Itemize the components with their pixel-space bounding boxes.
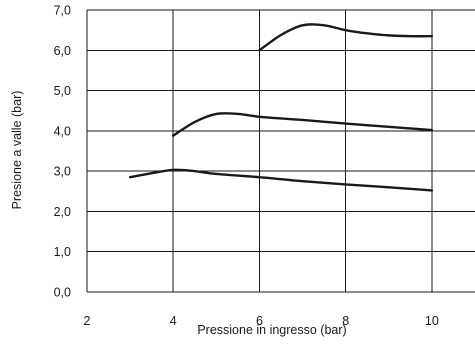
series-lines xyxy=(128,23,434,192)
x-axis-label: Pressione in ingresso (bar) xyxy=(197,323,346,337)
x-tick-label: 4 xyxy=(170,314,177,328)
y-tick-label: 2,0 xyxy=(54,205,71,219)
y-tick-label: 7,0 xyxy=(54,4,71,18)
series-line-3 xyxy=(258,23,434,52)
series-line-1 xyxy=(128,168,434,192)
x-tick-label: 8 xyxy=(342,314,349,328)
y-tick-label: 0,0 xyxy=(54,286,71,300)
y-tick-label: 5,0 xyxy=(54,84,71,98)
y-tick-label: 3,0 xyxy=(54,165,71,179)
y-tick-label: 6,0 xyxy=(54,44,71,58)
y-tick-labels: 0,0 1,0 2,0 3,0 4,0 5,0 6,0 7,0 xyxy=(54,4,71,300)
x-tick-label: 6 xyxy=(256,314,263,328)
x-tick-label: 2 xyxy=(84,314,91,328)
x-tick-label: 10 xyxy=(425,314,439,328)
y-tick-label: 1,0 xyxy=(54,245,71,259)
y-axis-label: Presione a valle (bar) xyxy=(10,91,24,210)
y-tick-label: 4,0 xyxy=(54,124,71,138)
x-tick-labels: 2 4 6 8 10 xyxy=(84,314,439,328)
series-line-2 xyxy=(172,112,434,137)
grid xyxy=(86,9,475,293)
